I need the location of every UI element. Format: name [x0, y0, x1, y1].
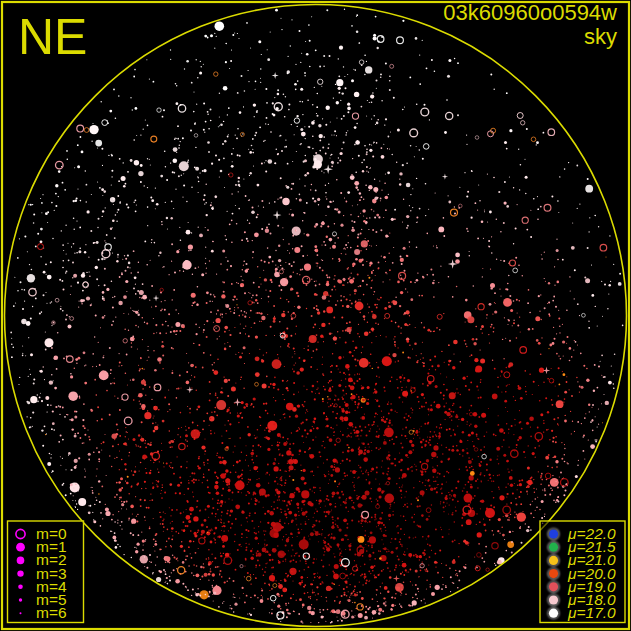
svg-text:μ=17.0: μ=17.0: [567, 604, 616, 621]
svg-text:03k60960o0594w: 03k60960o0594w: [443, 0, 617, 25]
svg-text:sky: sky: [584, 24, 617, 49]
svg-text:m=6: m=6: [36, 604, 67, 621]
svg-text:NE: NE: [18, 9, 87, 65]
